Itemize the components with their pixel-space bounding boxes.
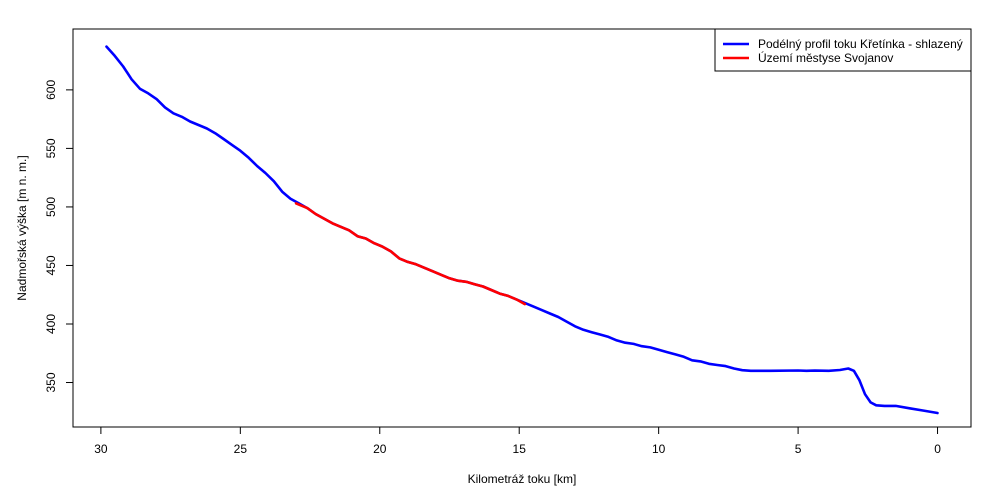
x-tick-label: 20 <box>373 442 387 456</box>
legend-label-profile: Podélný profil toku Křetínka - shlazený <box>758 37 963 51</box>
y-tick-label: 450 <box>44 255 58 275</box>
x-tick-label: 30 <box>94 442 108 456</box>
x-tick-label: 15 <box>513 442 527 456</box>
y-tick-label: 550 <box>44 138 58 158</box>
x-tick-label: 5 <box>795 442 802 456</box>
legend-label-svojanov: Území městyse Svojanov <box>758 50 893 65</box>
series-line-0 <box>105 45 939 415</box>
plot-area-frame <box>72 28 972 428</box>
x-axis-title: Kilometráž toku [km] <box>468 472 577 486</box>
y-tick-label: 600 <box>44 80 58 100</box>
legend-box <box>714 28 972 72</box>
x-tick-label: 10 <box>652 442 666 456</box>
series-line-1 <box>294 202 527 306</box>
y-axis: 350 400 450 500 550 600 <box>44 80 74 393</box>
y-tick-label: 500 <box>44 197 58 217</box>
x-axis: 30 25 20 15 10 5 0 <box>94 426 941 456</box>
series-layer <box>105 45 939 415</box>
legend: Podélný profil toku Křetínka - shlazený … <box>714 28 972 72</box>
y-tick-label: 350 <box>44 372 58 392</box>
y-tick-label: 400 <box>44 314 58 334</box>
x-tick-label: 25 <box>234 442 248 456</box>
x-tick-label: 0 <box>934 442 941 456</box>
y-axis-title: Nadmořská výška [m n. m.] <box>15 155 29 300</box>
